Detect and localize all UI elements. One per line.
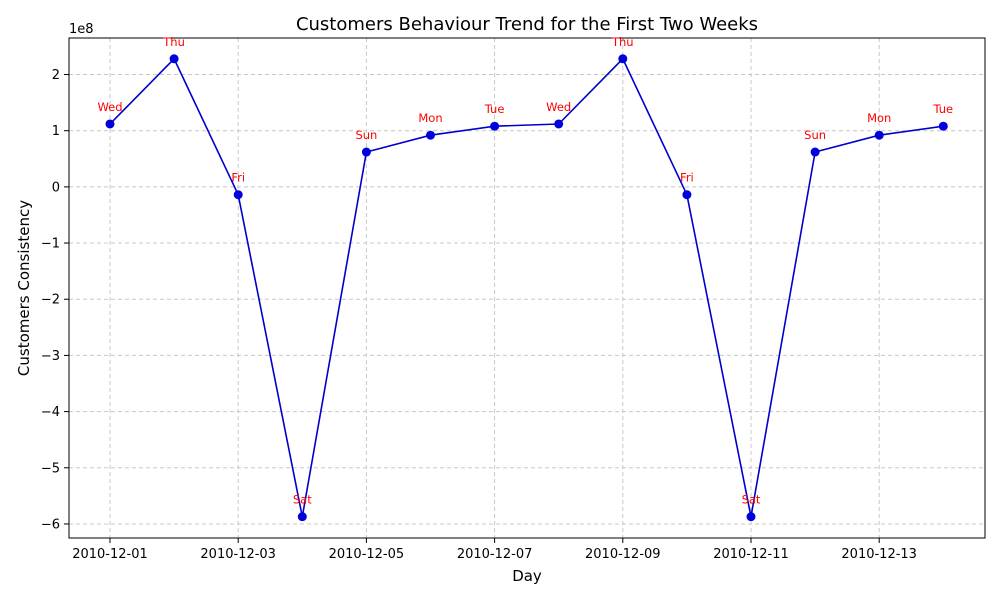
y-tick-label: −5: [41, 461, 60, 476]
y-tick-label: 1: [52, 124, 60, 139]
x-tick-label: 2010-12-07: [457, 547, 533, 562]
x-axis-label: Day: [512, 567, 542, 585]
x-tick-label: 2010-12-11: [713, 547, 789, 562]
y-tick-label: 2: [52, 68, 60, 83]
axis-ticks: 2010-12-01 2010-12-03 2010-12-05 2010-12-07…: [41, 68, 917, 562]
point-label: Fri: [680, 171, 694, 185]
data-point: [361, 147, 371, 157]
data-point: [554, 119, 564, 129]
point-label: Sun: [355, 128, 377, 142]
data-point: [618, 54, 628, 64]
x-tick-label: 2010-12-13: [841, 547, 917, 562]
data-point: [938, 121, 948, 131]
data-point: [426, 130, 435, 140]
point-label: Sat: [742, 493, 761, 507]
data-point: [682, 190, 692, 200]
point-label: Wed: [546, 100, 571, 114]
chart-title: Customers Behaviour Trend for the First …: [296, 14, 758, 35]
point-label: Wed: [97, 100, 122, 114]
point-label: Tue: [932, 102, 953, 116]
y-tick-label: −4: [41, 405, 60, 420]
data-point: [169, 54, 179, 64]
point-label: Mon: [418, 111, 442, 125]
data-point: [874, 130, 884, 140]
point-label: Thu: [162, 35, 185, 49]
series-line: [109, 57, 944, 517]
point-label: Sat: [293, 493, 312, 507]
point-label: Thu: [611, 35, 634, 49]
data-point: [297, 512, 307, 522]
y-tick-label: −2: [41, 293, 60, 308]
y-axis-offset-label: 1e8: [69, 22, 94, 37]
series-customers-consistency: [105, 54, 948, 522]
y-tick-label: −3: [41, 349, 60, 364]
y-axis-label: Customers Consistency: [15, 200, 33, 376]
point-label: Tue: [484, 102, 505, 116]
data-point: [233, 190, 243, 200]
point-labels: Wed Thu Fri Sat Sun Mon Tue Wed Thu Fri Sat Sun Mon T…: [97, 35, 953, 507]
x-tick-label: 2010-12-09: [585, 547, 661, 562]
plot-area-frame: [68, 37, 986, 539]
point-label: Sun: [804, 128, 826, 142]
x-tick-label: 2010-12-05: [329, 547, 405, 562]
data-point: [746, 512, 756, 522]
x-tick-label: 2010-12-01: [72, 547, 148, 562]
y-tick-label: −1: [41, 237, 60, 252]
point-label: Fri: [231, 171, 245, 185]
data-point: [490, 121, 500, 131]
x-tick-label: 2010-12-03: [200, 547, 276, 562]
y-tick-label: 0: [52, 180, 60, 195]
data-point: [105, 119, 115, 129]
grid-lines: [69, 38, 985, 538]
y-tick-label: −6: [41, 517, 60, 532]
data-point: [810, 147, 820, 157]
point-label: Mon: [867, 111, 891, 125]
